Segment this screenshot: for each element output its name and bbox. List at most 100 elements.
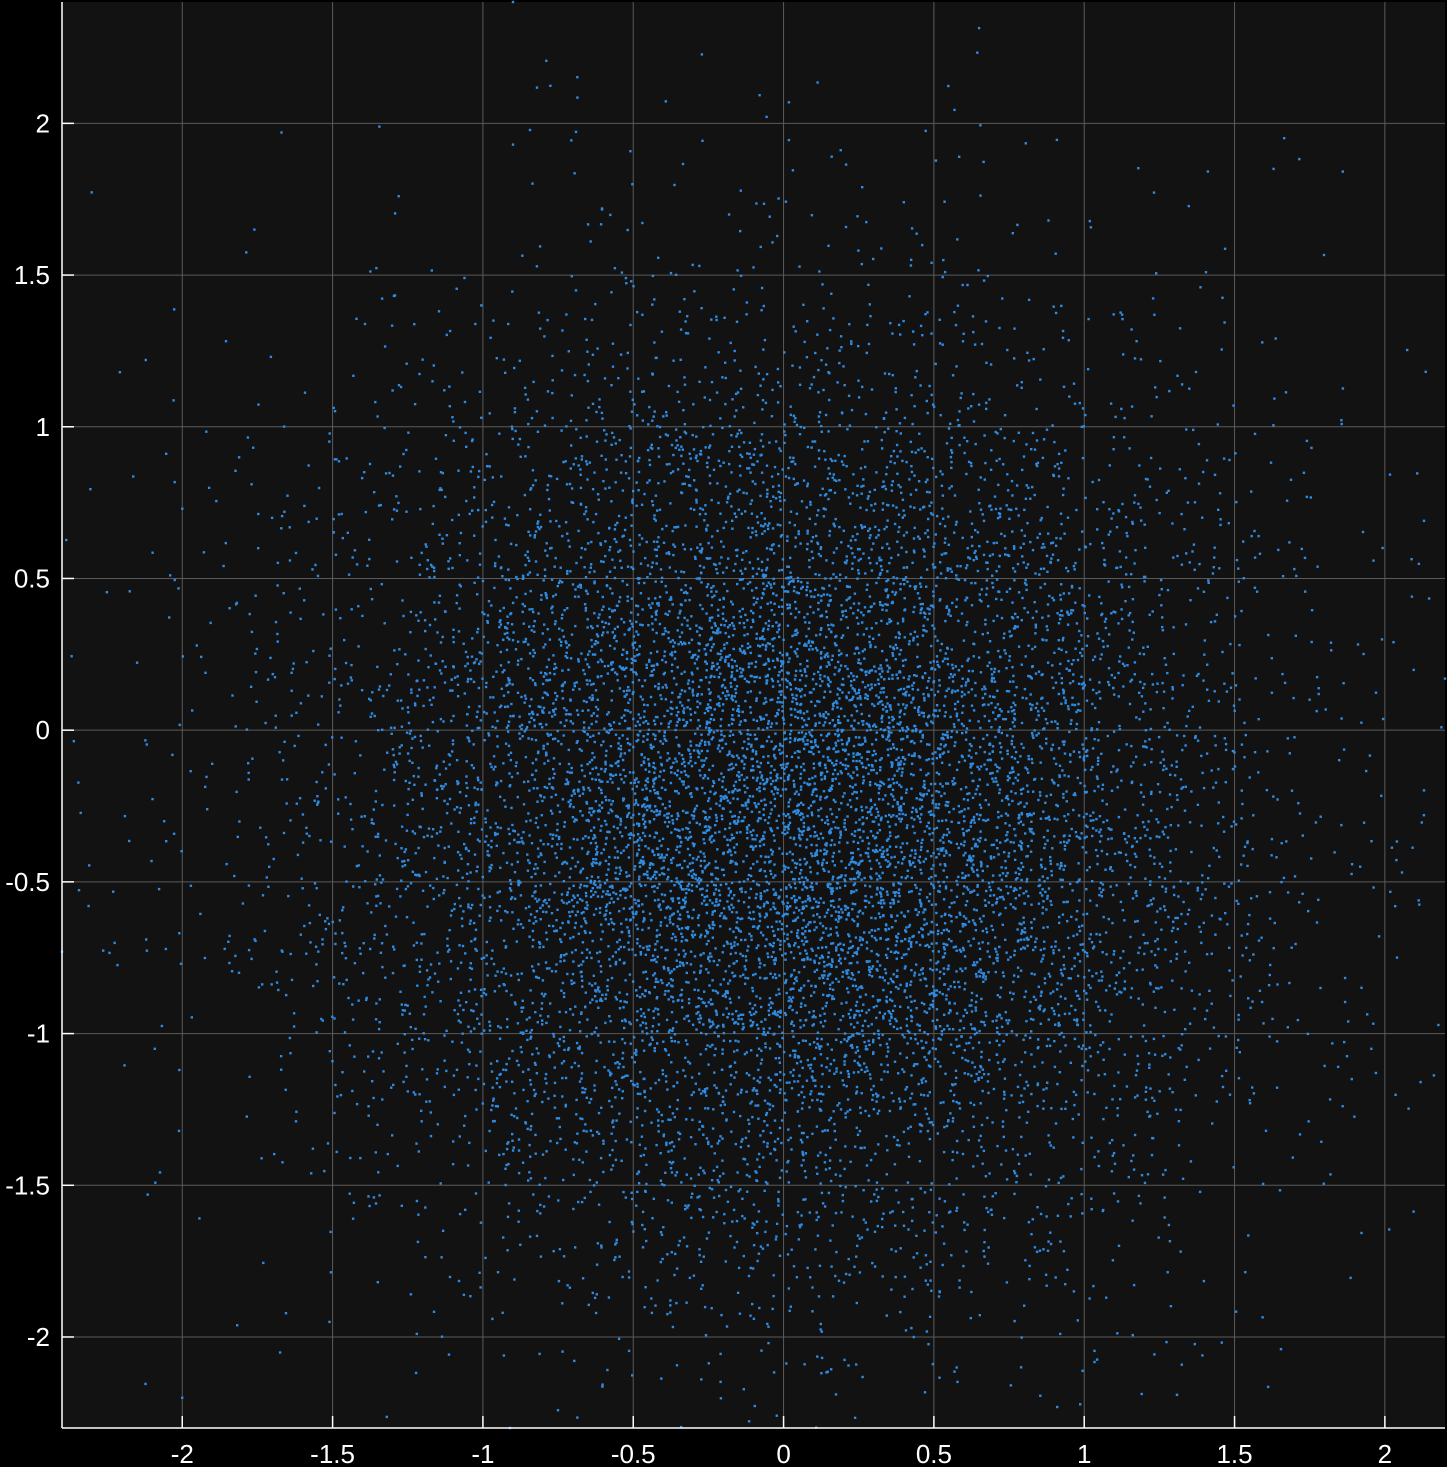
data-point [1086, 825, 1089, 829]
data-point [849, 1035, 852, 1039]
data-point [1030, 926, 1033, 930]
data-point [404, 887, 408, 891]
data-point [656, 955, 659, 959]
data-point [763, 870, 766, 873]
data-point [525, 728, 528, 731]
data-point [998, 1043, 1001, 1047]
data-point [796, 862, 799, 865]
data-point [1117, 622, 1120, 625]
data-point [722, 526, 725, 530]
data-point [1101, 541, 1104, 545]
data-point [660, 844, 663, 847]
data-point [510, 806, 513, 810]
data-point [539, 1203, 542, 1207]
data-point [777, 1056, 781, 1060]
data-point [752, 718, 755, 721]
data-point [899, 648, 903, 652]
data-point [737, 508, 740, 511]
data-point [681, 543, 685, 546]
data-point [490, 1108, 493, 1112]
data-point [913, 974, 916, 977]
data-point [1117, 1244, 1121, 1247]
data-point [1031, 431, 1035, 435]
data-point [712, 585, 715, 588]
data-point [967, 460, 971, 464]
data-point [880, 886, 883, 890]
data-point [800, 717, 804, 720]
data-point [904, 965, 907, 968]
data-point [1041, 906, 1045, 909]
data-point [919, 1130, 922, 1133]
data-point [727, 905, 731, 909]
data-point [569, 937, 572, 940]
data-point [1161, 616, 1164, 619]
data-point [813, 835, 816, 838]
data-point [656, 650, 659, 653]
data-point [590, 862, 593, 865]
data-point [968, 557, 972, 560]
data-point [1087, 984, 1090, 987]
data-point [1417, 899, 1420, 902]
data-point [1150, 790, 1153, 794]
data-point [1113, 1162, 1117, 1165]
data-point [870, 569, 874, 572]
data-point [380, 942, 384, 945]
data-point [453, 676, 457, 679]
data-point [736, 1291, 740, 1294]
data-point [708, 1020, 711, 1023]
data-point [374, 800, 377, 803]
data-point [370, 821, 373, 825]
data-point [936, 932, 940, 936]
data-point [675, 1171, 679, 1174]
data-point [759, 1076, 762, 1079]
data-point [1121, 502, 1124, 506]
data-point [589, 895, 593, 899]
data-point [539, 852, 542, 855]
data-point [600, 1106, 603, 1109]
data-point [705, 461, 709, 465]
data-point [749, 733, 752, 736]
data-point [422, 704, 425, 708]
data-point [792, 456, 795, 460]
data-point [901, 498, 905, 501]
data-point [1294, 942, 1297, 946]
data-point [680, 631, 684, 634]
data-point [823, 1161, 827, 1164]
data-point [452, 640, 455, 644]
data-point [925, 490, 929, 494]
data-point [321, 1019, 324, 1022]
data-point [831, 702, 835, 706]
data-point [960, 665, 964, 668]
data-point [347, 996, 350, 1000]
data-point [708, 899, 712, 902]
data-point [421, 807, 424, 811]
data-point [1000, 731, 1003, 735]
data-point [391, 1134, 394, 1137]
data-point [478, 469, 481, 473]
data-point [647, 423, 650, 426]
data-point [767, 722, 770, 725]
data-point [847, 1072, 850, 1076]
data-point [590, 829, 593, 832]
data-point [666, 1253, 669, 1256]
data-point [704, 676, 708, 679]
data-point [961, 969, 964, 973]
data-point [931, 563, 935, 566]
data-point [627, 1349, 631, 1353]
data-point [1169, 849, 1172, 853]
data-point [1006, 749, 1009, 752]
data-point [836, 734, 840, 738]
data-point [936, 660, 939, 663]
data-point [604, 540, 607, 543]
data-point [820, 1372, 823, 1375]
data-point [887, 754, 890, 757]
data-point [992, 619, 995, 623]
data-point [965, 863, 968, 867]
data-point [742, 819, 745, 823]
data-point [878, 798, 881, 801]
data-point [1000, 1017, 1003, 1020]
data-point [654, 611, 657, 614]
data-point [813, 714, 817, 717]
data-point [723, 1222, 726, 1225]
data-point [299, 617, 302, 620]
